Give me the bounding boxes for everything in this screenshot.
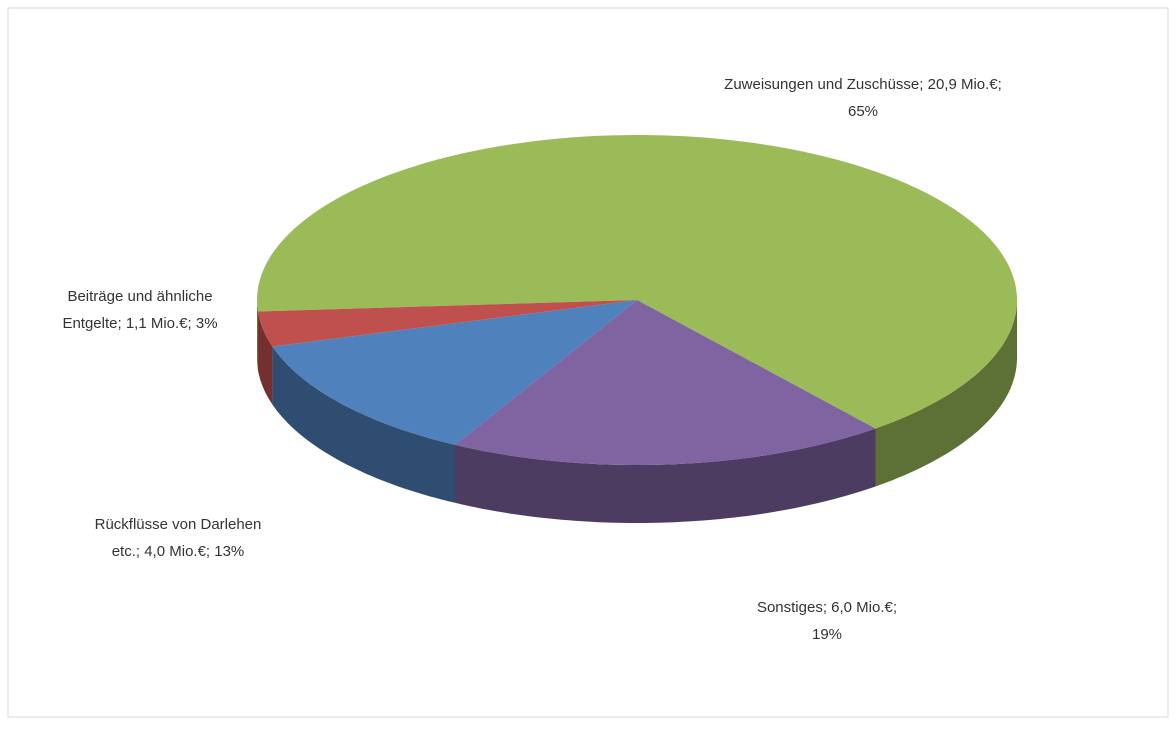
data-label: Rückflüsse von Darlehen [95,516,262,533]
data-label: Sonstiges; 6,0 Mio.€; [757,599,897,616]
data-label: Zuweisungen und Zuschüsse; 20,9 Mio.€; [724,76,1002,93]
slice-side [875,300,1017,487]
slice [272,300,637,445]
slice-side [257,300,258,370]
slice [455,300,876,465]
slice [257,300,637,347]
slice-side [455,428,876,523]
data-label: 65% [848,103,878,120]
data-label: Entgelte; 1,1 Mio.€; 3% [62,315,217,332]
data-label: Beiträge und ähnliche [67,288,212,305]
slice [257,135,1017,429]
slice-side [272,346,455,503]
slice-side [257,311,273,405]
data-label: 19% [812,626,842,643]
data-label: etc.; 4,0 Mio.€; 13% [112,543,245,560]
